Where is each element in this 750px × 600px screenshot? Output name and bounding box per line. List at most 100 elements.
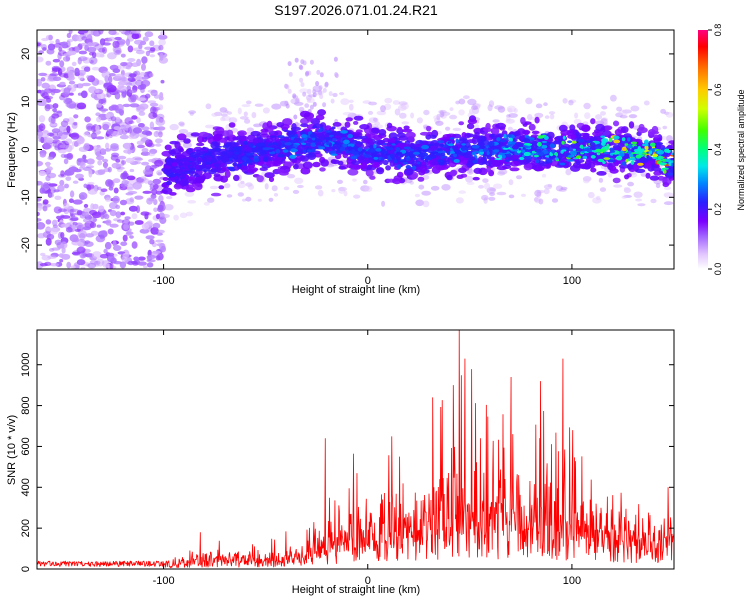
noise-blob	[101, 151, 107, 155]
ridge-core	[461, 143, 466, 146]
ridge-blob	[467, 118, 478, 125]
ridge-core	[453, 153, 457, 158]
ridge-core	[455, 138, 460, 144]
haze-blob	[380, 105, 386, 113]
snr-background	[37, 330, 674, 569]
haze-blob	[205, 103, 212, 110]
noise-blob	[51, 113, 60, 119]
haze-blob	[300, 82, 305, 88]
noise-blob	[77, 157, 87, 163]
ridge-core	[357, 147, 363, 152]
noise-blob	[73, 114, 79, 119]
haze-blob	[548, 111, 556, 115]
noise-blob	[37, 131, 44, 137]
ridge-blob	[164, 144, 172, 151]
noise-blob	[121, 179, 130, 185]
noise-blob	[132, 47, 143, 52]
noise-blob	[59, 60, 65, 68]
ridge-core	[602, 138, 606, 144]
ridge-blob	[615, 146, 621, 152]
ridge-core	[526, 143, 533, 146]
noise-blob	[69, 217, 79, 221]
noise-blob	[37, 180, 43, 186]
noise-blob	[146, 197, 154, 205]
ridge-core	[633, 145, 639, 149]
noise-blob	[122, 103, 131, 108]
noise-blob	[155, 118, 166, 126]
ridge-core	[619, 150, 624, 153]
noise-blob	[82, 166, 92, 171]
noise-blob	[69, 144, 74, 150]
ridge-blob	[285, 161, 295, 167]
ridge-core	[177, 156, 181, 160]
noise-blob	[76, 34, 84, 42]
ridge-blob	[590, 118, 596, 125]
ridge-core	[178, 162, 183, 166]
ridge-blob	[402, 128, 413, 133]
ridge-core	[460, 146, 466, 151]
noise-blob	[110, 116, 117, 122]
noise-blob	[134, 39, 144, 45]
ridge-core	[551, 149, 555, 154]
noise-blob	[59, 179, 65, 186]
haze-blob	[237, 107, 242, 115]
ridge-core	[368, 148, 376, 153]
noise-blob	[42, 199, 49, 205]
noise-blob	[102, 46, 107, 54]
haze-blob	[492, 119, 500, 123]
noise-blob	[143, 265, 148, 269]
ridge-core	[225, 142, 231, 146]
haze-blob	[246, 100, 252, 105]
ridge-blob	[417, 176, 425, 182]
ridge-core	[324, 130, 333, 133]
noise-blob	[63, 97, 73, 105]
haze-blob	[423, 109, 430, 116]
ridge-core	[390, 153, 395, 159]
ridge-core	[501, 150, 508, 154]
ridge-core	[559, 162, 566, 166]
ridge-blob	[473, 167, 483, 174]
ridge-blob	[265, 161, 277, 167]
haze-blob	[368, 101, 377, 106]
ridge-core	[502, 154, 506, 159]
ridge-core	[382, 143, 387, 146]
noise-blob	[72, 199, 83, 205]
haze-blob	[314, 185, 323, 190]
noise-blob	[107, 166, 112, 173]
ridge-core	[504, 145, 509, 148]
haze-blob	[318, 85, 323, 91]
haze-blob	[339, 92, 345, 96]
ridge-core	[543, 135, 549, 140]
haze-blob	[508, 179, 514, 186]
ridge-blob	[246, 168, 257, 173]
ridge-blob	[534, 116, 540, 124]
ridge-blob	[169, 192, 177, 196]
ridge-blob	[345, 117, 353, 122]
haze-blob	[568, 100, 574, 106]
ridge-blob	[478, 156, 484, 164]
ridge-core	[263, 157, 269, 162]
ridge-blob	[260, 128, 269, 133]
ridge-core	[370, 152, 378, 157]
ridge-blob	[317, 109, 327, 116]
ridge-core	[405, 157, 412, 161]
noise-blob	[37, 197, 42, 202]
noise-blob	[125, 192, 134, 196]
ridge-blob	[233, 174, 240, 182]
ridge-core	[438, 143, 445, 147]
ridge-blob	[450, 169, 458, 176]
ridge-blob	[418, 169, 426, 176]
haze-blob	[414, 193, 420, 198]
ridge-core	[262, 147, 271, 151]
ridge-blob	[397, 132, 406, 138]
noise-blob	[88, 169, 93, 178]
noise-blob	[60, 223, 70, 228]
ridge-core	[496, 137, 501, 142]
noise-blob	[151, 188, 158, 195]
ridge-core	[351, 151, 359, 156]
ridge-core	[637, 162, 644, 166]
ridge-core	[489, 149, 493, 154]
ridge-core	[430, 151, 439, 155]
noise-blob	[75, 173, 84, 179]
ridge-core	[314, 137, 320, 142]
